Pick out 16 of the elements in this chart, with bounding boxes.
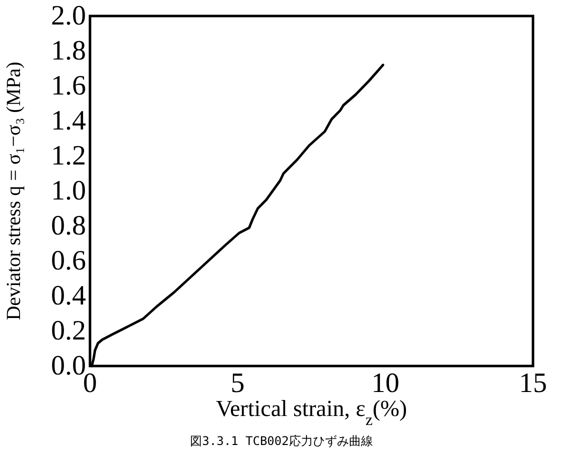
y-tick-label: 2.0 [51, 0, 86, 32]
y-tick-label: 0.8 [51, 210, 86, 242]
y-axis-title: Deviator stress q = σ₁−σ₃ (MPa) [3, 62, 25, 320]
y-tick-label: 1.0 [51, 176, 86, 206]
y-tick-label: 1.8 [51, 36, 86, 66]
x-tick-label: 5 [230, 368, 245, 399]
x-axis-title: Vertical strain, ε$_{z}$(%) [216, 396, 408, 428]
caption: 図3.3.1 TCB002応力ひずみ曲線 [190, 434, 373, 448]
y-tick-label: 0.4 [51, 280, 86, 312]
y-tick-label: 1.4 [51, 106, 86, 136]
y-tick-label: 1.2 [51, 140, 86, 172]
x-tick-label: 15 [519, 368, 547, 399]
y-tick-label: 0.6 [51, 246, 86, 276]
y-tick-label: 1.6 [51, 70, 86, 102]
x-tick-label: 10 [371, 368, 400, 399]
y-tick-label: 0.2 [51, 316, 86, 346]
